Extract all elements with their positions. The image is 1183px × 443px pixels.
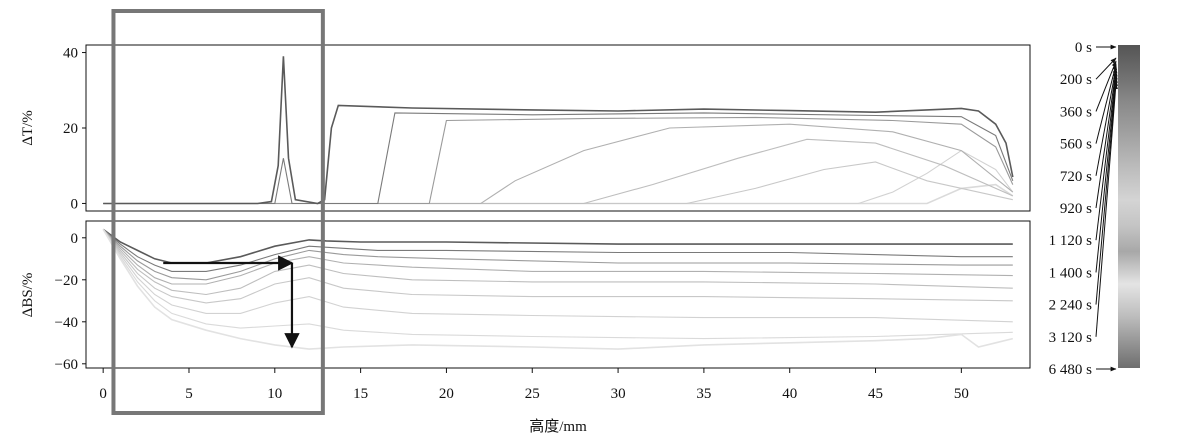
transmission-series-3: [103, 123, 1014, 205]
legend-label: 1 400 s: [1049, 265, 1093, 281]
transmission-series-7: [103, 183, 1014, 205]
transmission-ytick-label: 40: [63, 46, 78, 62]
y-axis-label-backscattering: ΔBS/%: [20, 273, 36, 318]
panel-transmission: 0 20 40 ΔT/%: [20, 44, 1031, 212]
transmission-series-4: [103, 138, 1014, 205]
backscattering-ytick-label: −20: [55, 273, 78, 289]
backscattering-series-7: [102, 229, 1013, 340]
legend-pointer: [1095, 76, 1118, 273]
backscattering-series-8: [102, 228, 1013, 350]
y-ticks-backscattering: 0 −20 −40 −60: [55, 231, 86, 373]
x-ticks: 0 5 10 15 20 25 30 35 40 45 50: [99, 368, 969, 402]
xtick-label: 15: [353, 386, 368, 402]
y-ticks-transmission: 0 20 40: [63, 46, 86, 212]
xtick-label: 45: [868, 386, 883, 402]
transmission-ytick-label: 20: [63, 121, 78, 137]
backscattering-ytick-label: −40: [55, 315, 78, 331]
backscattering-series-4: [102, 229, 1013, 296]
xtick-label: 25: [525, 386, 540, 402]
backscattering-series-6: [102, 229, 1013, 323]
legend-label: 3 120 s: [1049, 330, 1093, 346]
legend-label: 560 s: [1060, 137, 1092, 153]
xtick-label: 40: [782, 386, 797, 402]
legend-label: 200 s: [1060, 72, 1092, 88]
backscattering-series-2: [102, 229, 1013, 281]
backscattering-series-5: [102, 229, 1013, 304]
legend-pointer: [1095, 73, 1118, 241]
plot-frame-backscattering: [85, 220, 1031, 369]
legend-label: 0 s: [1075, 40, 1092, 56]
legend-pointer: [1095, 63, 1118, 144]
xtick-label: 5: [185, 386, 193, 402]
plot-frame-transmission: [85, 44, 1031, 212]
legend-label: 920 s: [1060, 201, 1092, 217]
transmission-series-5: [103, 161, 1013, 205]
backscattering-series-0: [102, 228, 1013, 264]
xtick-label: 10: [267, 386, 282, 402]
legend-scalebar: [1118, 45, 1140, 368]
transmission-series-0: [103, 56, 1014, 205]
highlight-box: [111, 9, 325, 415]
legend-label: 1 120 s: [1049, 233, 1093, 249]
time-legend: 0 s 200 s 360 s 560 s 720 s 920 s 1 120 s 1 400…: [1049, 40, 1140, 378]
xtick-label: 30: [611, 386, 626, 402]
xtick-label: 20: [439, 386, 454, 402]
y-axis-label-transmission: ΔT/%: [20, 110, 36, 145]
legend-pointer: [1095, 83, 1118, 337]
xtick-label: 35: [696, 386, 711, 402]
transmission-series-1: [103, 112, 1014, 205]
xtick-label: 50: [954, 386, 969, 402]
backscattering-ytick-label: −60: [55, 357, 78, 373]
legend-label: 720 s: [1060, 169, 1092, 185]
transmission-series-6: [103, 149, 1014, 205]
transmission-series-2: [103, 116, 1014, 205]
backscattering-series-1: [102, 228, 1013, 272]
panel-backscattering: 0 −20 −40 −60 0 5 10 15 20 25 30 35 40 45 50 ΔBS/% 高度…: [20, 220, 1031, 435]
legend-pointer: [1095, 79, 1118, 305]
xtick-label: 0: [99, 386, 107, 402]
transmission-ytick-label: 0: [71, 196, 79, 212]
legend-pointer: [1095, 67, 1118, 176]
series-group-transmission: [103, 56, 1014, 205]
legend-label: 6 480 s: [1049, 362, 1093, 378]
legend-pointer: [1095, 70, 1118, 209]
x-axis-label: 高度/mm: [529, 418, 587, 435]
series-group-backscattering: [102, 228, 1013, 350]
backscattering-ytick-label: 0: [71, 231, 79, 247]
legend-label: 2 240 s: [1049, 298, 1093, 314]
legend-label: 360 s: [1060, 104, 1092, 120]
annotations: [111, 9, 325, 415]
